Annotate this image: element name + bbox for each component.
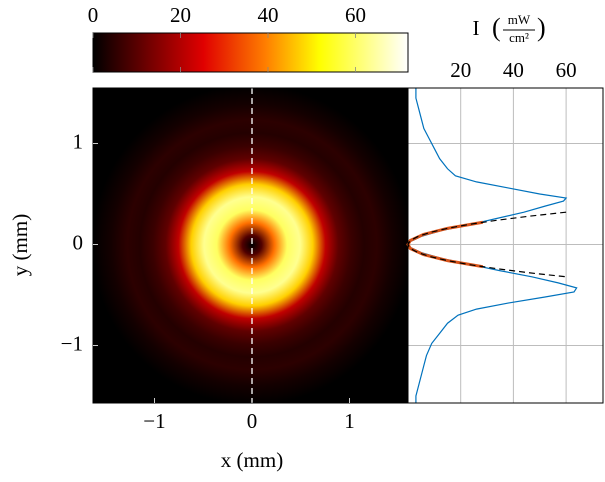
y-tick-label: 0 — [73, 230, 84, 254]
colorbar-tick-label: 40 — [258, 3, 279, 27]
paren-open: ( — [492, 13, 501, 42]
paren-close: ) — [537, 13, 546, 42]
profile-label-numerator: mW — [508, 12, 531, 27]
x-axis-label: x (mm) — [221, 448, 283, 472]
profile-label-symbol: I — [473, 16, 480, 40]
colorbar — [92, 32, 409, 73]
x-tick-label: 60 — [556, 58, 577, 82]
x-tick-label: 40 — [503, 58, 524, 82]
heatmap — [93, 88, 408, 403]
y-tick-label: 1 — [73, 129, 84, 153]
profile-background — [408, 88, 603, 403]
colorbar-tick-label: 0 — [88, 3, 99, 27]
y-axis-label: y (mm) — [8, 214, 32, 276]
profile-frame — [407, 87, 604, 404]
x-tick-label: 1 — [344, 409, 355, 433]
y-tick-label: −1 — [61, 331, 83, 355]
colorbar-tick-label: 20 — [170, 3, 191, 27]
x-tick-label: 0 — [247, 409, 258, 433]
x-tick-label: −1 — [143, 409, 165, 433]
x-tick-label: 20 — [450, 58, 471, 82]
profile-label-denominator: cm² — [509, 30, 529, 45]
colorbar-tick-label: 60 — [345, 3, 366, 27]
